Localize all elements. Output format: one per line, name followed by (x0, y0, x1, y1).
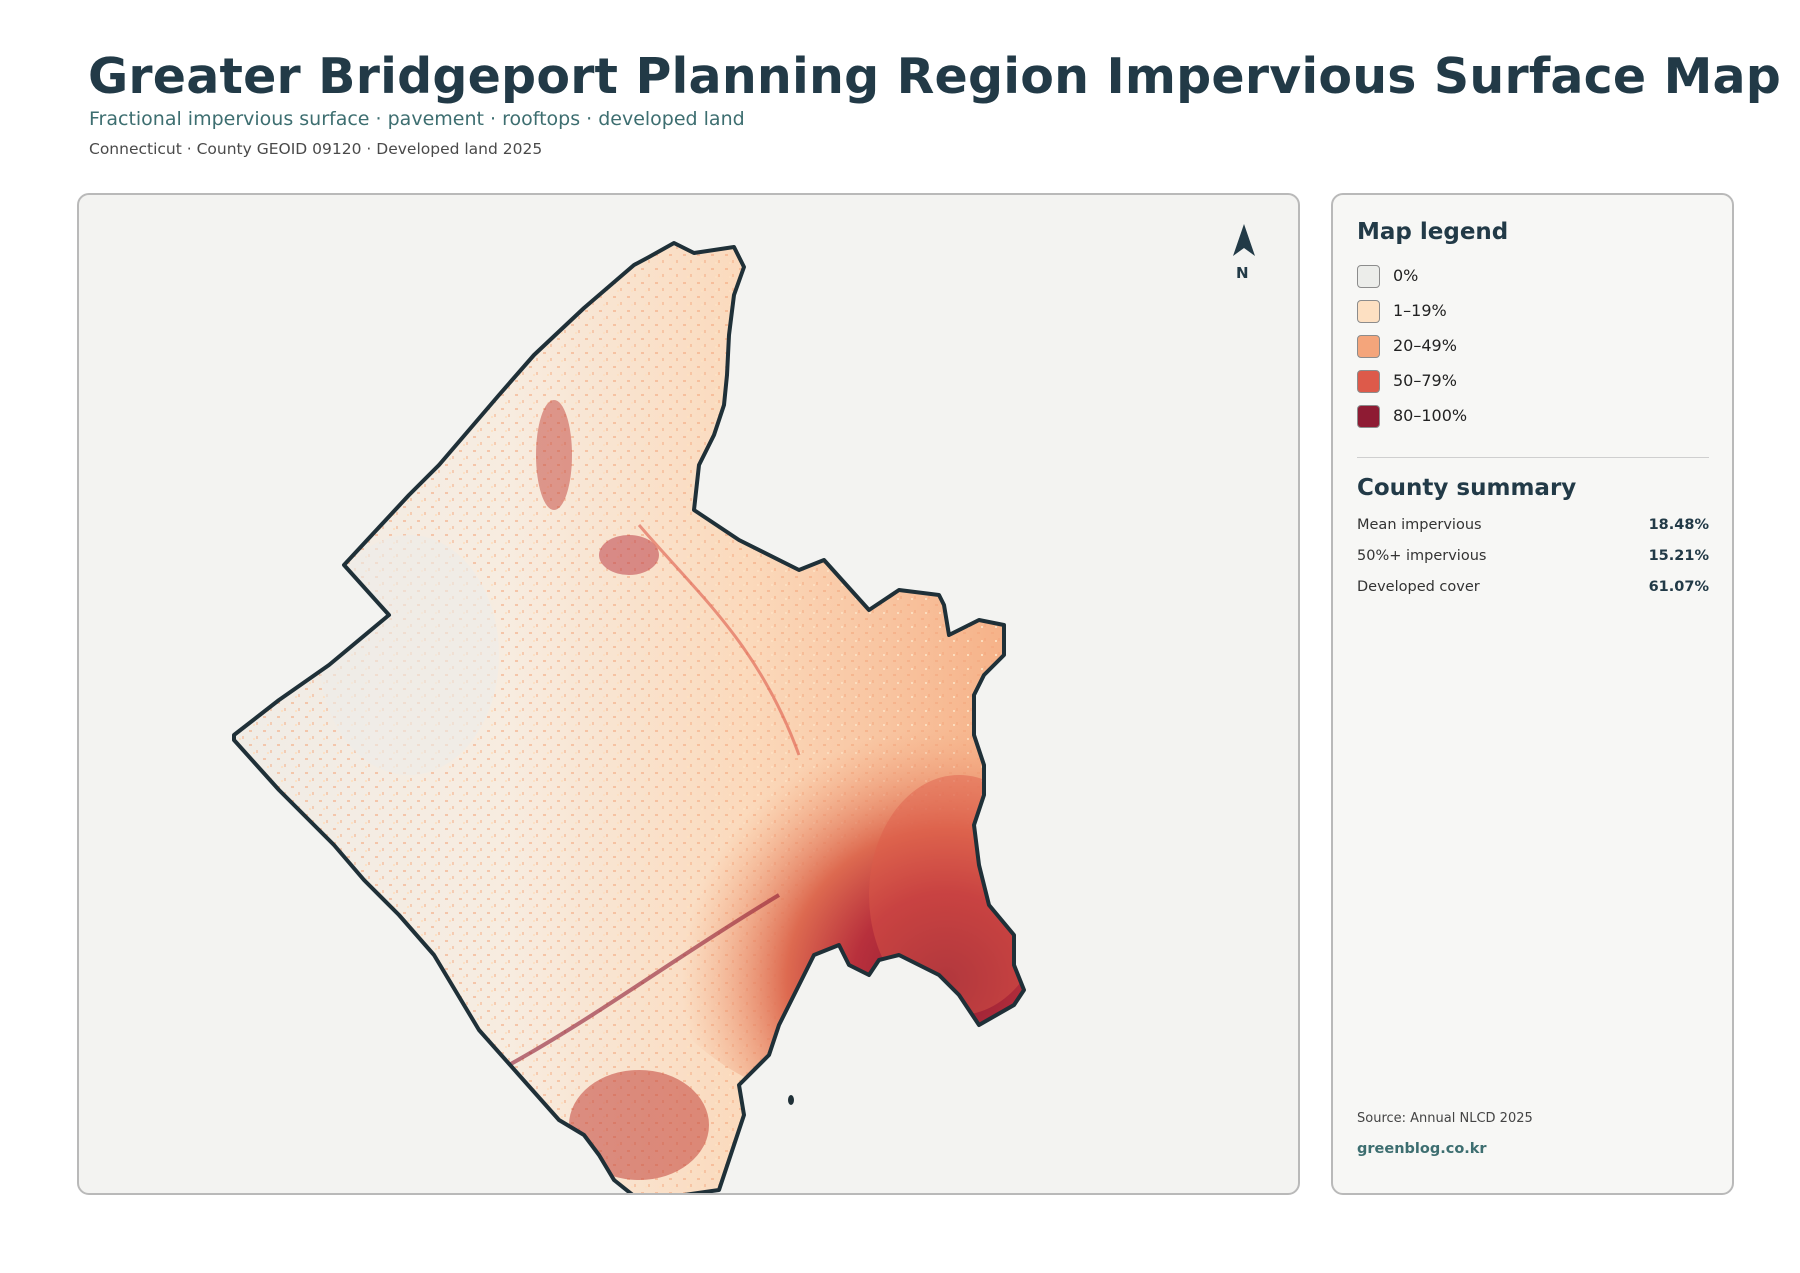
stat-value: 18.48% (1648, 517, 1709, 533)
stat-row-developed: Developed cover 61.07% (1357, 579, 1709, 599)
stat-label: 50%+ impervious (1357, 548, 1487, 564)
urban-north-strip (536, 400, 572, 510)
north-label: N (1236, 264, 1249, 282)
legend-label: 1–19% (1393, 301, 1447, 320)
raster-speckle (234, 243, 1024, 1193)
summary-title: County summary (1357, 475, 1577, 501)
source-note: Source: Annual NLCD 2025 (1357, 1111, 1533, 1126)
map-panel[interactable] (77, 193, 1300, 1195)
urban-east (869, 775, 1024, 1015)
stat-label: Developed cover (1357, 579, 1480, 595)
legend-swatch (1357, 405, 1380, 428)
urban-south-coast (569, 1070, 709, 1180)
island-marker (788, 1095, 794, 1105)
north-arrow-icon (1233, 224, 1255, 256)
legend-swatch (1357, 370, 1380, 393)
page-meta: Connecticut · County GEOID 09120 · Devel… (89, 140, 543, 158)
impervious-raster (234, 243, 1024, 1193)
stat-value: 61.07% (1648, 579, 1709, 595)
legend-swatch (1357, 335, 1380, 358)
route-corridor (637, 524, 801, 756)
legend-swatch (1357, 300, 1380, 323)
stat-row-mean: Mean impervious 18.48% (1357, 517, 1709, 537)
urban-north-center (599, 535, 659, 575)
legend-label: 80–100% (1393, 406, 1468, 425)
highway-corridor (508, 893, 781, 1067)
side-panel: Map legend 0% 1–19% 20–49% 50–79% 80–100… (1331, 193, 1734, 1195)
legend-title: Map legend (1357, 219, 1509, 245)
stat-label: Mean impervious (1357, 517, 1482, 533)
site-link[interactable]: greenblog.co.kr (1357, 1141, 1487, 1157)
page-subtitle: Fractional impervious surface · pavement… (89, 108, 745, 130)
legend-label: 0% (1393, 266, 1419, 285)
stat-row-50plus: 50%+ impervious 15.21% (1357, 548, 1709, 568)
county-map[interactable] (79, 195, 1300, 1195)
divider (1357, 457, 1709, 458)
urban-core-bridgeport (619, 645, 1024, 1105)
legend-label: 50–79% (1393, 371, 1457, 390)
page-title: Greater Bridgeport Planning Region Imper… (88, 48, 1782, 105)
legend-label: 20–49% (1393, 336, 1457, 355)
stat-value: 15.21% (1648, 548, 1709, 564)
rural-west (319, 535, 499, 775)
legend-swatch (1357, 265, 1380, 288)
urban-east-patch (1014, 895, 1024, 955)
urban-northeast-patch (1007, 610, 1024, 660)
